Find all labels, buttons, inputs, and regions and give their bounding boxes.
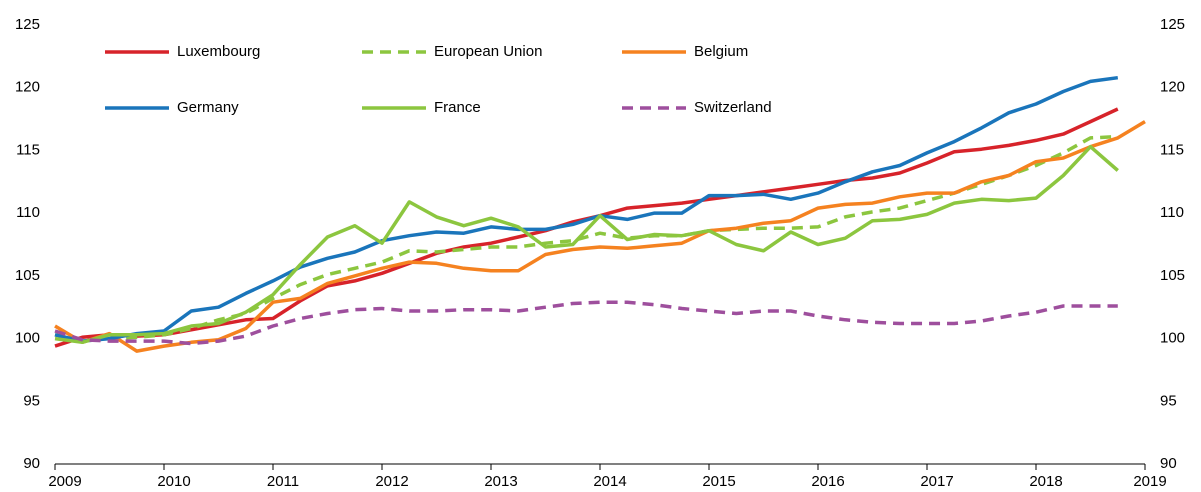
x-tick-label: 2015 xyxy=(702,473,735,490)
legend-label: Luxembourg xyxy=(177,43,260,60)
y-tick-label: 105 xyxy=(15,267,40,284)
y-tick-label: 125 xyxy=(15,16,40,33)
x-tick-label: 2013 xyxy=(484,473,517,490)
y2-tick-label: 115 xyxy=(1160,141,1184,158)
x-tick-label: 2012 xyxy=(375,473,408,490)
legend-label: Switzerland xyxy=(694,99,772,116)
x-tick-label: 2009 xyxy=(48,473,81,490)
y2-tick-label: 90 xyxy=(1160,455,1177,472)
y-tick-label: 110 xyxy=(16,204,40,221)
legend-label: Germany xyxy=(177,99,239,116)
legend-label: France xyxy=(434,99,481,116)
legend-label: European Union xyxy=(434,43,542,60)
y-tick-label: 115 xyxy=(16,141,40,158)
y2-tick-label: 105 xyxy=(1160,267,1185,284)
series-line xyxy=(54,134,1118,343)
y-tick-label: 90 xyxy=(23,455,40,472)
y-tick-label: 120 xyxy=(15,79,40,96)
y2-tick-label: 120 xyxy=(1160,79,1185,96)
x-tick-label: 2017 xyxy=(920,473,953,490)
y-tick-label: 95 xyxy=(23,392,40,409)
x-tick-label: 2018 xyxy=(1029,473,1062,490)
series-line xyxy=(54,75,1119,343)
series-line xyxy=(54,120,1146,353)
series-line xyxy=(54,107,1119,348)
x-tick-label: 2014 xyxy=(593,473,626,490)
x-tick-label: 2019 xyxy=(1133,473,1166,490)
y2-tick-label: 100 xyxy=(1160,330,1185,347)
y-tick-label: 100 xyxy=(15,330,40,347)
x-tick-label: 2016 xyxy=(811,473,844,490)
x-tick-label: 2010 xyxy=(157,473,190,490)
y2-tick-label: 125 xyxy=(1160,16,1185,33)
x-tick-label: 2011 xyxy=(267,473,299,490)
y2-tick-label: 110 xyxy=(1160,204,1184,221)
legend-label: Belgium xyxy=(694,43,748,60)
series-line xyxy=(54,144,1119,345)
y2-tick-label: 95 xyxy=(1160,392,1177,409)
